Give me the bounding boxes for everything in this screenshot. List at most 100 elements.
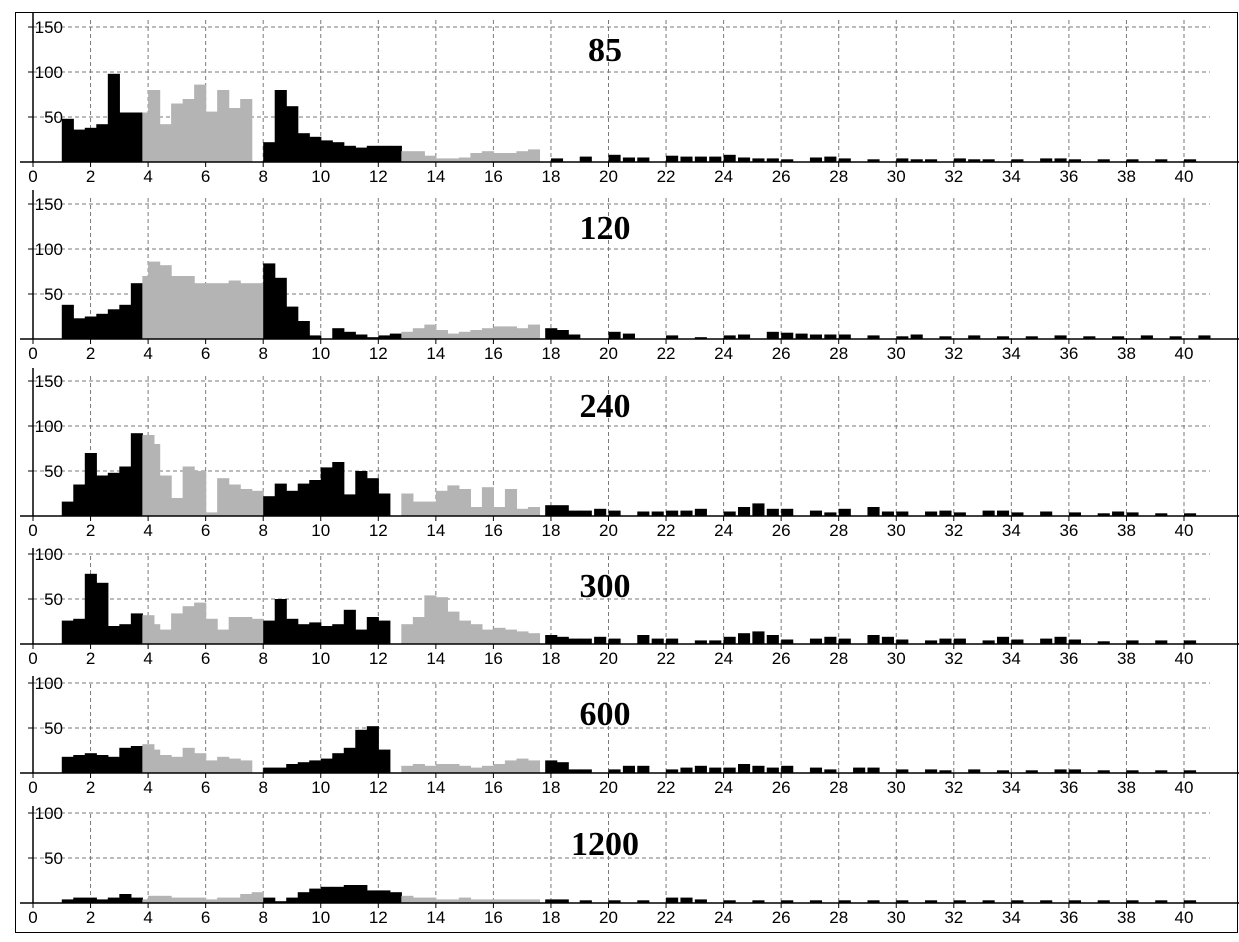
x-tick-label: 6 — [201, 344, 210, 363]
x-tick-label: 26 — [772, 344, 791, 363]
x-tick-label: 20 — [599, 778, 618, 797]
bar — [737, 157, 751, 162]
bar — [424, 501, 437, 516]
bar — [171, 897, 184, 903]
bar — [527, 760, 541, 773]
bar — [355, 629, 368, 644]
bar — [622, 333, 635, 339]
bar — [389, 892, 402, 903]
bar — [130, 112, 143, 162]
panel-300: 0 2 4 6 8 10 12 14 16 18 20 22 24 26 28 30 32 34 36 38 40501… — [20, 545, 1239, 668]
bar — [608, 638, 621, 644]
bar — [1126, 159, 1139, 162]
panel-title: 1200 — [571, 826, 639, 863]
x-tick-label: 32 — [944, 908, 963, 927]
bar — [867, 635, 880, 644]
x-tick-label: 22 — [657, 778, 676, 797]
x-tick-label: 24 — [714, 649, 733, 668]
bar — [1155, 900, 1168, 903]
bar — [493, 326, 506, 339]
x-tick-label: 14 — [426, 649, 445, 668]
bar — [435, 764, 448, 773]
bar — [680, 767, 693, 773]
bar — [1184, 900, 1197, 903]
x-tick-label: 28 — [829, 167, 848, 186]
x-tick-label: 12 — [369, 344, 388, 363]
bar — [251, 892, 264, 903]
bar — [766, 331, 779, 339]
bar — [263, 142, 276, 162]
bar — [148, 261, 161, 339]
bar — [286, 618, 299, 644]
bar — [240, 760, 253, 773]
bar — [968, 159, 981, 162]
bar — [297, 321, 310, 339]
x-tick-label: 24 — [714, 521, 733, 540]
bar — [1068, 639, 1082, 644]
bar — [61, 756, 74, 773]
x-tick-label: 28 — [829, 649, 848, 668]
bar — [1054, 158, 1067, 162]
bar — [1155, 770, 1168, 773]
bar — [182, 897, 195, 903]
bar — [925, 900, 938, 903]
bar — [309, 622, 322, 644]
bar — [389, 333, 402, 339]
bar — [1097, 513, 1110, 516]
bar — [217, 756, 230, 773]
bar — [838, 900, 851, 903]
bar — [355, 729, 368, 773]
x-tick-label: 8 — [258, 344, 267, 363]
bar — [1097, 641, 1110, 644]
bar — [953, 638, 966, 644]
bar — [171, 498, 184, 516]
x-tick-label: 16 — [484, 344, 503, 363]
bar — [1112, 511, 1125, 516]
x-tick-label: 0 — [28, 778, 37, 797]
x-tick-label: 28 — [829, 521, 848, 540]
x-tick-label: 6 — [201, 649, 210, 668]
bar — [637, 900, 650, 903]
bar — [723, 636, 736, 644]
bar — [752, 503, 765, 516]
x-tick-label: 26 — [772, 649, 791, 668]
bar — [737, 633, 751, 644]
bar — [545, 505, 558, 516]
bar — [297, 762, 310, 773]
x-tick-label: 22 — [657, 908, 676, 927]
bar — [1155, 159, 1168, 162]
x-tick-label: 28 — [829, 908, 848, 927]
bar — [159, 124, 172, 162]
bar — [568, 510, 581, 516]
bar — [1068, 159, 1082, 162]
bar — [378, 335, 391, 339]
bar — [355, 471, 368, 516]
x-tick-label: 28 — [829, 778, 848, 797]
x-tick-label: 4 — [143, 778, 152, 797]
bar — [651, 511, 664, 516]
x-tick-label: 18 — [541, 167, 560, 186]
bar — [1040, 511, 1053, 516]
bar — [637, 765, 650, 773]
x-tick-label: 8 — [258, 778, 267, 797]
bar — [263, 496, 276, 516]
bar — [412, 501, 425, 516]
bar — [752, 765, 765, 773]
bar — [424, 155, 437, 162]
y-tick-label: 50 — [44, 590, 63, 609]
x-tick-label: 32 — [944, 167, 963, 186]
x-tick-label: 22 — [657, 167, 676, 186]
bar — [723, 900, 736, 903]
bar — [458, 331, 471, 339]
bar — [159, 629, 172, 644]
bar — [343, 494, 356, 516]
bar — [286, 490, 299, 516]
y-tick-label: 100 — [35, 545, 63, 564]
bar — [594, 636, 607, 644]
x-tick-label: 12 — [369, 908, 388, 927]
bar — [1198, 335, 1211, 339]
bar — [96, 899, 109, 903]
bar — [297, 624, 310, 644]
bar — [458, 897, 471, 903]
bar — [320, 140, 333, 162]
